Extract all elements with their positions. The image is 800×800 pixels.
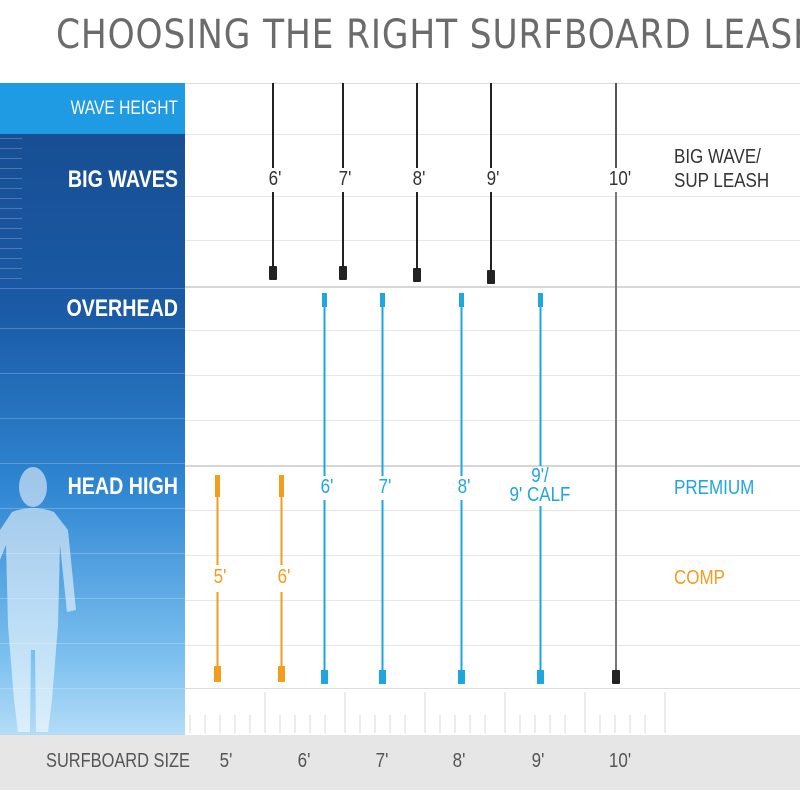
big-wave-leash-label-10: 10' <box>608 168 632 190</box>
grid-line <box>185 196 800 197</box>
big-wave-leash-label-9: 9' <box>486 168 500 190</box>
comp-leash-label-6: 6' <box>277 566 291 588</box>
panel-tick <box>0 258 22 259</box>
big-wave-leash-7 <box>339 83 347 280</box>
axis-tick-6: 6' <box>297 750 311 772</box>
panel-tick <box>0 643 185 644</box>
panel-tick <box>0 188 22 189</box>
panel-tick <box>0 168 22 169</box>
panel-tick <box>0 178 22 179</box>
panel-tick <box>0 288 185 289</box>
panel-tick <box>0 148 22 149</box>
comp-leash-6 <box>278 475 285 682</box>
panel-tick <box>0 228 22 229</box>
x-axis-label: SURFBOARD SIZE <box>46 750 190 772</box>
grid-line <box>185 375 800 376</box>
axis-tick-5: 5' <box>219 750 233 772</box>
wave-height-header <box>0 83 185 134</box>
grid-line <box>185 83 800 84</box>
axis-tick-10: 10' <box>608 750 632 772</box>
panel-tick <box>0 508 185 509</box>
panel-tick <box>0 373 185 374</box>
ruler-ticks <box>189 692 666 733</box>
grid-line <box>185 240 800 241</box>
premium-leash-7 <box>379 293 386 684</box>
panel-tick <box>0 328 185 329</box>
premium-leash-label-8: 8' <box>457 476 471 498</box>
big-wave-leash-6 <box>269 83 277 280</box>
big-wave-leash-label-6: 6' <box>268 168 282 190</box>
panel-tick <box>0 553 185 554</box>
axis-tick-8: 8' <box>452 750 466 772</box>
grid-line <box>185 286 800 288</box>
premium-leash-label-7: 7' <box>378 476 392 498</box>
panel-tick <box>0 278 22 279</box>
grid-line <box>185 134 800 135</box>
panel-tick <box>0 138 22 139</box>
panel-tick <box>0 238 22 239</box>
big-wave-leash-label-8: 8' <box>412 168 426 190</box>
category-label-premium: PREMIUM <box>674 477 755 499</box>
panel-tick <box>0 218 22 219</box>
panel-tick <box>0 198 22 199</box>
grid-line <box>185 600 800 601</box>
comp-leash-5 <box>214 475 221 682</box>
grid-line <box>185 510 800 511</box>
panel-tick <box>0 208 22 209</box>
grid-line <box>185 420 800 421</box>
grid-line <box>185 688 800 689</box>
panel-tick <box>0 463 185 464</box>
category-label-big-wave: BIG WAVE/ SUP LEASH <box>674 146 770 192</box>
panel-tick <box>0 268 22 269</box>
premium-leash-9 <box>537 293 544 684</box>
grid-line <box>185 465 800 467</box>
big-wave-leash-10 <box>612 83 620 684</box>
person-silhouette-icon <box>0 467 76 732</box>
panel-tick <box>0 688 185 689</box>
surfboard-size-axis <box>0 735 800 790</box>
big-wave-leash-label-7: 7' <box>338 168 352 190</box>
wave-level-overhead: OVERHEAD <box>66 295 178 322</box>
premium-leash-6 <box>321 293 328 684</box>
panel-tick <box>0 598 185 599</box>
wave-level-big-waves: BIG WAVES <box>67 166 178 193</box>
page-title: CHOOSING THE RIGHT SURFBOARD LEASH <box>56 12 800 58</box>
grid-line <box>185 645 800 646</box>
wave-level-head-high: HEAD HIGH <box>67 473 178 500</box>
axis-tick-7: 7' <box>375 750 389 772</box>
grid-line <box>185 330 800 331</box>
panel-tick <box>0 248 22 249</box>
comp-leash-label-5: 5' <box>213 566 227 588</box>
y-axis-label: WAVE HEIGHT <box>70 98 178 119</box>
premium-leash-label-6: 6' <box>320 476 334 498</box>
big-wave-leash-8 <box>413 83 421 282</box>
premium-leash-8 <box>458 293 465 684</box>
axis-tick-9: 9' <box>531 750 545 772</box>
big-wave-leash-9 <box>487 83 495 284</box>
category-label-comp: COMP <box>674 567 725 589</box>
panel-tick <box>0 418 185 419</box>
grid-line <box>185 555 800 556</box>
panel-tick <box>0 158 22 159</box>
premium-leash-label-9: 9'/ 9' CALF <box>509 465 571 506</box>
